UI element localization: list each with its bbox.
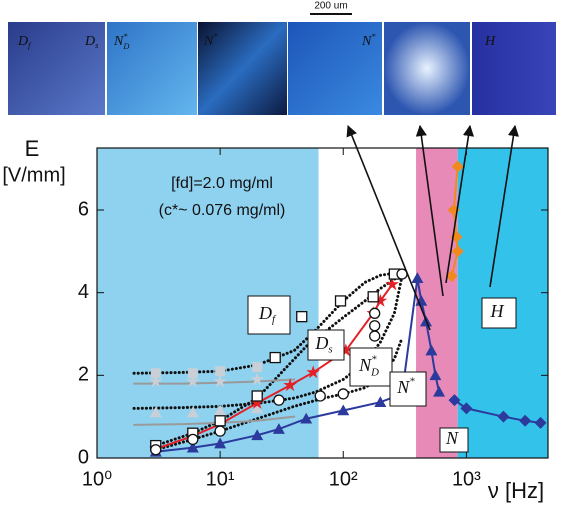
region-label-sup: * [371, 354, 377, 366]
scale-label: 200 um [314, 1, 347, 12]
panel-label-sub: D [122, 42, 129, 51]
point [315, 391, 325, 401]
x-axis-label: ν [Hz] [488, 478, 544, 503]
point [338, 389, 348, 399]
region-label-text: N [445, 428, 459, 448]
figure: 200 um 0 2 4 6 10⁰ 10¹ 10² 10³ E [V/mm] ν [Hz] [fd]… [0, 0, 561, 510]
point [215, 416, 225, 426]
panel-label-text: D [17, 34, 28, 49]
note: [fd]=2.0 mg/ml [171, 175, 273, 192]
x-tick-label: 10² [329, 468, 358, 490]
point [336, 296, 346, 306]
panel-label: H [484, 34, 496, 49]
region-label: N*D [358, 354, 379, 379]
panel-label-text: N [203, 34, 214, 49]
region-label-sub: s [328, 344, 332, 356]
panel-label-text: H [484, 34, 496, 49]
y-axis-label: E [25, 136, 40, 161]
point [188, 434, 198, 444]
point [270, 353, 280, 363]
point [151, 368, 161, 378]
x-tick-label: 10³ [452, 468, 481, 490]
page: {"chart_data": { "type": "scatter", "sca… [0, 0, 561, 510]
y-tick-label: 0 [78, 446, 89, 468]
point [274, 395, 284, 405]
region-label-text: N [396, 377, 410, 397]
note: (c*~ 0.076 mg/ml) [159, 202, 286, 219]
region-label-text: D [314, 333, 328, 353]
point [370, 308, 380, 318]
y-tick-label: 2 [78, 364, 89, 386]
region-label-text: N [358, 355, 372, 375]
point [151, 445, 161, 455]
panel-image [384, 22, 470, 115]
point [215, 426, 225, 436]
panel-label-sub: s [95, 41, 98, 50]
panel-label: N*D [113, 32, 129, 51]
y-tick-label: 6 [78, 198, 89, 220]
y-tick-label: 4 [78, 281, 89, 303]
region-label-sup: * [409, 376, 415, 388]
region-label: H [490, 301, 505, 321]
point [188, 368, 198, 378]
region-label-text: H [490, 301, 505, 321]
y-axis-unit: [V/mm] [2, 164, 65, 186]
region-label-text: D [258, 303, 272, 323]
panel-label-text: N [361, 34, 372, 49]
point [297, 312, 307, 322]
point [215, 366, 225, 376]
point [370, 331, 380, 341]
point [370, 321, 380, 331]
region-label: N [445, 428, 459, 448]
region-label-sub: D [370, 367, 379, 379]
x-tick-label: 10¹ [206, 468, 235, 490]
point [368, 292, 378, 302]
panel-label-text: D [84, 34, 95, 49]
point [252, 362, 262, 372]
x-tick-label: 10⁰ [82, 468, 112, 490]
point [252, 391, 262, 401]
micrographs: 200 um [8, 1, 556, 115]
